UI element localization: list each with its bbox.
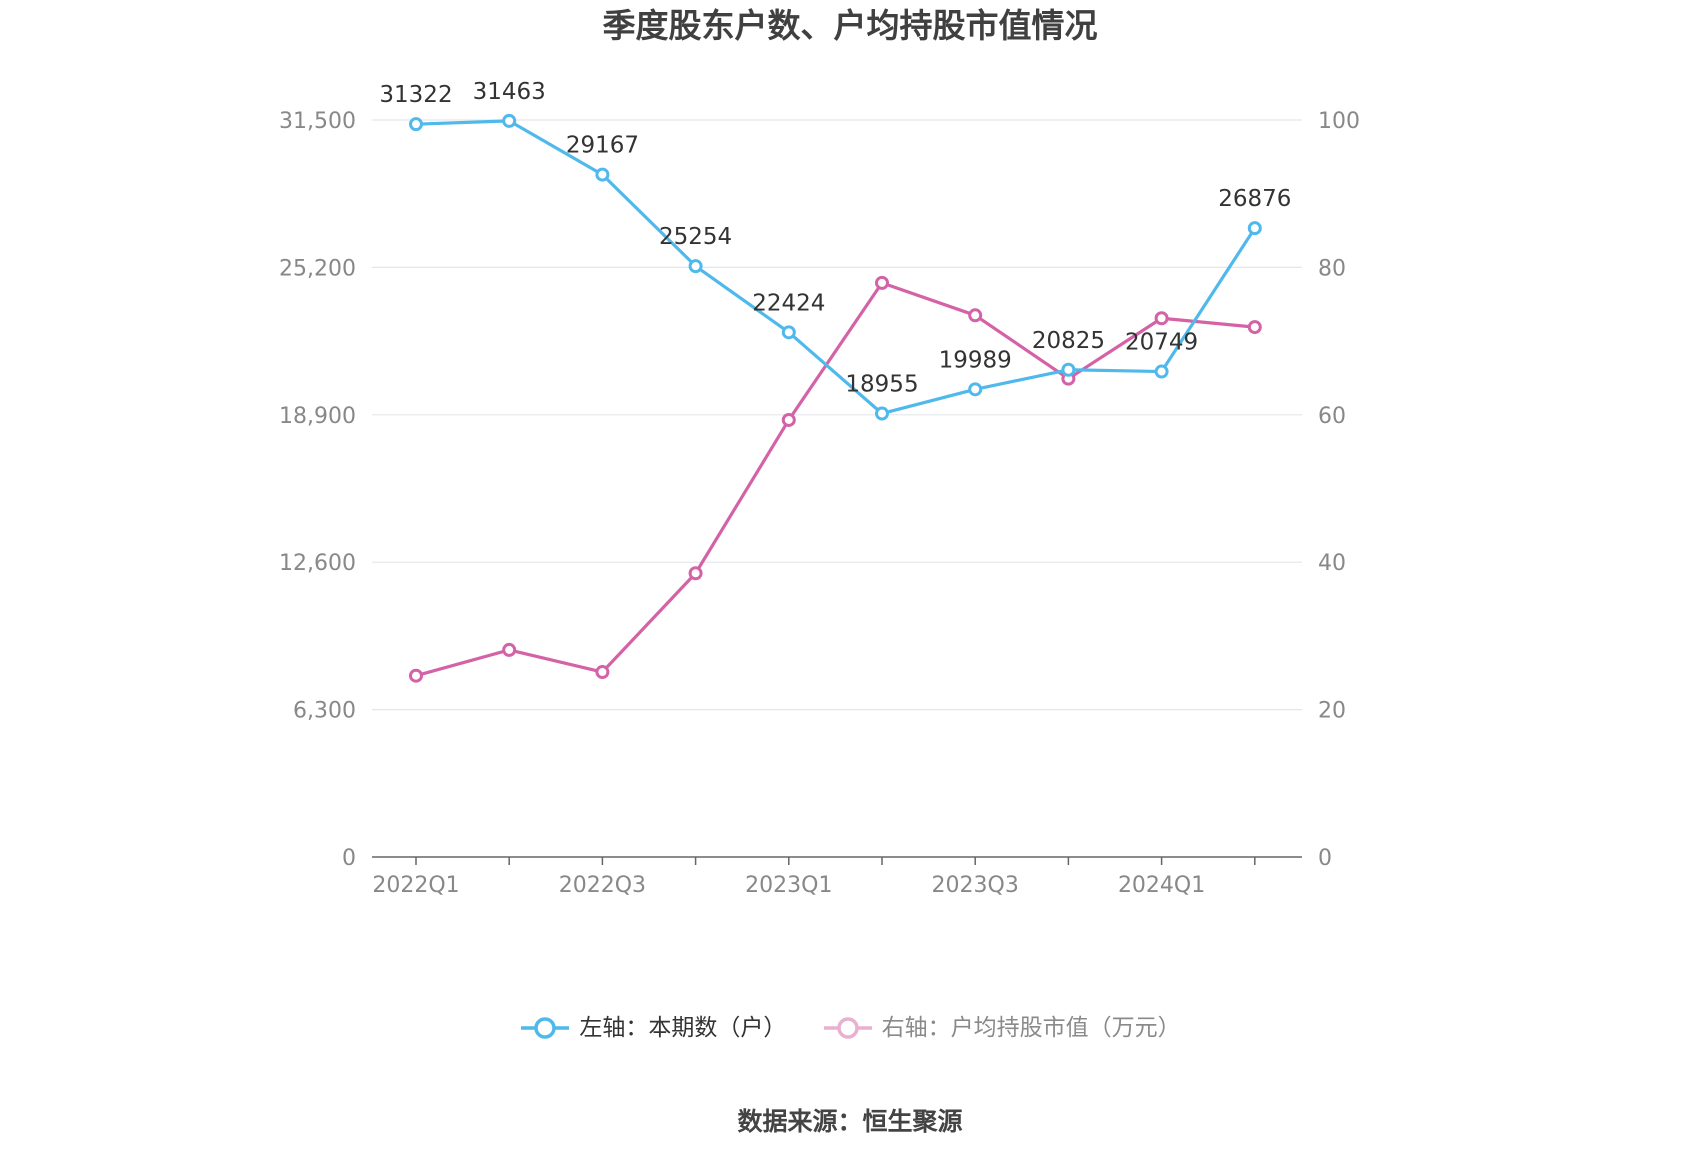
right-series-point	[781, 412, 796, 427]
left-series-point	[875, 406, 889, 421]
legend-label-right-series: 右轴：户均持股市值（万元）	[881, 1015, 1181, 1041]
data-label: 22424	[752, 290, 825, 316]
right-axis-tick-label: 100	[1318, 109, 1360, 134]
legend-item-left-series[interactable]: 左轴：本期数（户）	[519, 1008, 786, 1048]
left-series-point	[968, 382, 983, 397]
x-axis-tick-label: 2023Q3	[932, 873, 1019, 898]
grid-layer	[372, 119, 1302, 711]
left-series-point	[502, 113, 517, 128]
left-axis-tick-label: 25,200	[279, 256, 356, 281]
right-axis-tick-label: 80	[1318, 256, 1346, 281]
right-series-point	[875, 275, 889, 290]
left-axis-tick-label: 18,900	[279, 404, 356, 429]
data-label: 18955	[845, 372, 918, 398]
data-label: 19989	[939, 347, 1012, 373]
right-series-point	[409, 668, 423, 683]
x-axis-tick-label: 2024Q1	[1118, 873, 1205, 898]
left-series-line	[415, 119, 1257, 416]
series-layer	[409, 113, 1262, 683]
x-axis-tick-label: 2022Q3	[559, 873, 646, 898]
legend-item-right-series[interactable]: 右轴：户均持股市值（万元）	[822, 1008, 1181, 1048]
right-series-point	[688, 566, 703, 581]
data-label: 29167	[566, 133, 639, 159]
data-label: 26876	[1218, 186, 1291, 212]
label-layer: 31322 31463 29167 25254 22424 18955 19989 20825…	[379, 79, 1291, 398]
axis-layer: 0 0 6,300 20 12,600 40 18,900 60 25,200 80 31,500 1…	[279, 109, 1360, 898]
left-series-point	[688, 259, 703, 274]
legend-swatch-right-icon	[823, 1017, 872, 1039]
right-series-line	[415, 281, 1255, 678]
data-label: 20749	[1125, 330, 1198, 356]
right-axis-tick-label: 60	[1318, 404, 1346, 429]
left-series-point	[781, 325, 796, 340]
right-axis-tick-label: 20	[1318, 699, 1346, 724]
left-axis-tick-label: 31,500	[279, 109, 356, 134]
legend-label-left-series: 左轴：本期数（户）	[579, 1015, 787, 1041]
x-axis-tick-label: 2023Q1	[745, 873, 832, 898]
chart-title: 季度股东户数、户均持股市值情况	[602, 6, 1098, 45]
right-series-point	[968, 308, 983, 323]
data-label: 31322	[379, 82, 452, 108]
left-series-point	[1061, 362, 1076, 377]
right-axis-tick-label: 0	[1318, 846, 1332, 871]
data-label: 31463	[473, 79, 546, 105]
left-series-point	[1154, 364, 1169, 379]
left-axis-tick-label: 0	[342, 846, 356, 871]
right-series-point	[1154, 311, 1169, 326]
right-series-point	[595, 665, 610, 680]
right-series-point	[1247, 320, 1262, 335]
left-series-point	[409, 117, 423, 132]
right-axis-tick-label: 40	[1318, 551, 1346, 576]
legend-swatch-left-icon	[521, 1017, 570, 1039]
right-series-point	[502, 642, 517, 657]
data-label: 25254	[659, 224, 732, 250]
x-axis-tick-label: 2022Q1	[372, 873, 459, 898]
left-axis-tick-label: 12,600	[279, 551, 356, 576]
left-axis-tick-label: 6,300	[293, 699, 356, 724]
source-note: 数据来源：恒生聚源	[737, 1107, 963, 1136]
left-series-point	[1247, 221, 1262, 236]
legend: 左轴：本期数（户） 右轴：户均持股市值（万元）	[0, 1008, 1700, 1054]
data-label: 20825	[1032, 328, 1105, 354]
left-series-point	[595, 167, 610, 182]
